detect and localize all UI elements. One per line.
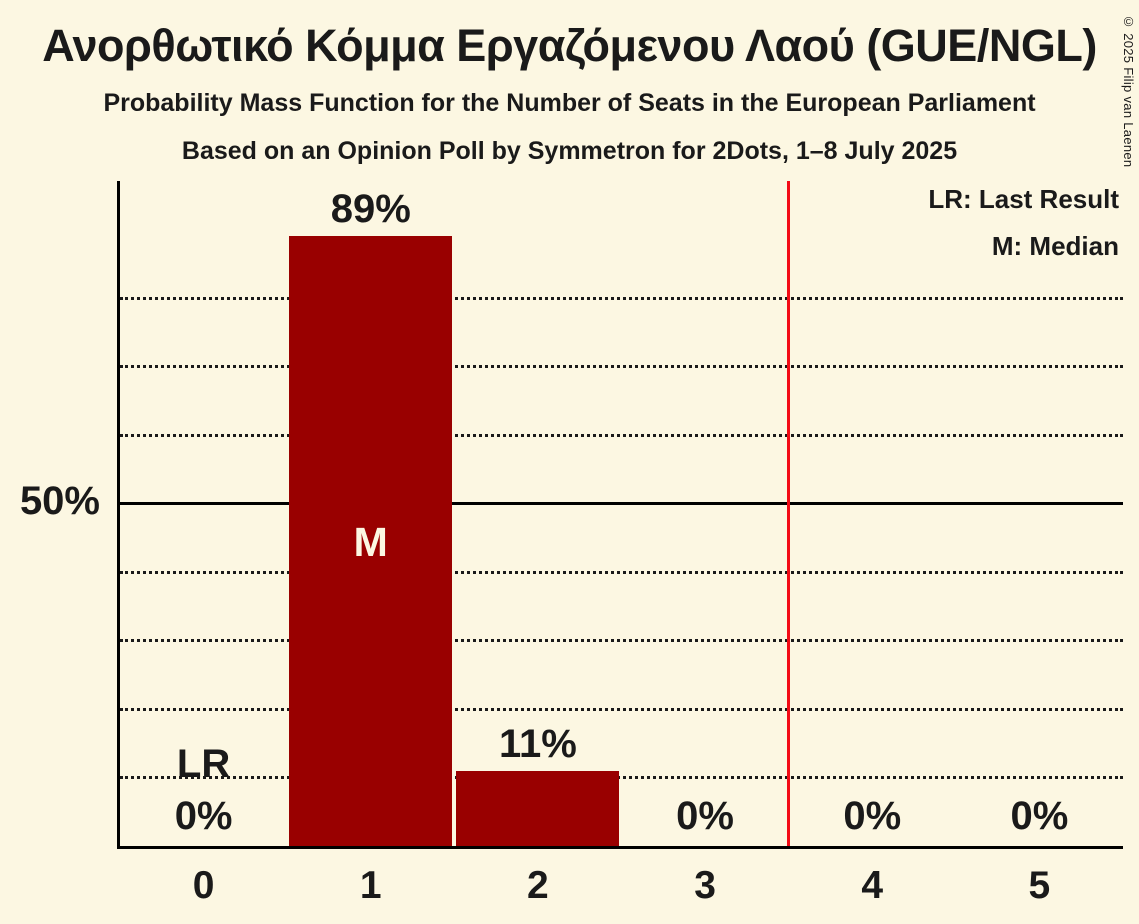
x-axis-labels: 0 1 2 3 4 5	[120, 864, 1123, 912]
y-gridline	[120, 433, 1123, 437]
probability-bar	[289, 236, 453, 846]
y-gridline	[120, 707, 1123, 711]
x-axis-label: 4	[861, 864, 884, 907]
page-title: Ανορθωτικό Κόμμα Εργαζόμενου Λαού (GUE/N…	[42, 20, 1097, 71]
legend-median: M: Median	[991, 231, 1119, 261]
y-gridline	[120, 365, 1123, 368]
poll-source-line: Based on an Opinion Poll by Symmetron fo…	[181, 137, 958, 165]
plot-inner: 0% 89% 11% 0% 0% 0% LR M	[120, 181, 1123, 846]
x-axis-label: 2	[527, 864, 549, 907]
bar-value-label: 0%	[1010, 794, 1069, 838]
bar-value-label: 0%	[174, 794, 233, 838]
plot-area: 0% 89% 11% 0% 0% 0% LR M	[117, 181, 1123, 849]
bar-value-label: 11%	[498, 721, 577, 766]
y-gridline	[120, 296, 1123, 300]
bar-value-label: 89%	[330, 187, 411, 232]
legend-last-result: LR: Last Result	[928, 184, 1119, 214]
x-axis-label: 5	[1028, 864, 1051, 907]
x-axis-label: 1	[359, 864, 382, 907]
chart-subtitle: Probability Mass Function for the Number…	[103, 89, 1036, 117]
bar-value-label: 0%	[676, 794, 734, 838]
copyright-notice: © 2025 Filip van Laenen	[1121, 14, 1136, 168]
bar-value-label: 0%	[843, 794, 902, 838]
probability-bar	[456, 770, 620, 846]
y-axis-tick-label: 50%	[19, 479, 100, 523]
median-marker-label: M	[353, 519, 388, 565]
x-axis-label: 3	[694, 864, 716, 907]
red-vertical-line	[787, 181, 791, 846]
y-gridline	[120, 776, 1123, 779]
y-gridline	[120, 639, 1123, 642]
y-gridline	[120, 570, 1123, 574]
last-result-marker-label: LR	[176, 742, 231, 786]
y-gridline-50pct-solid	[120, 502, 1123, 505]
x-axis-label: 0	[192, 864, 215, 907]
